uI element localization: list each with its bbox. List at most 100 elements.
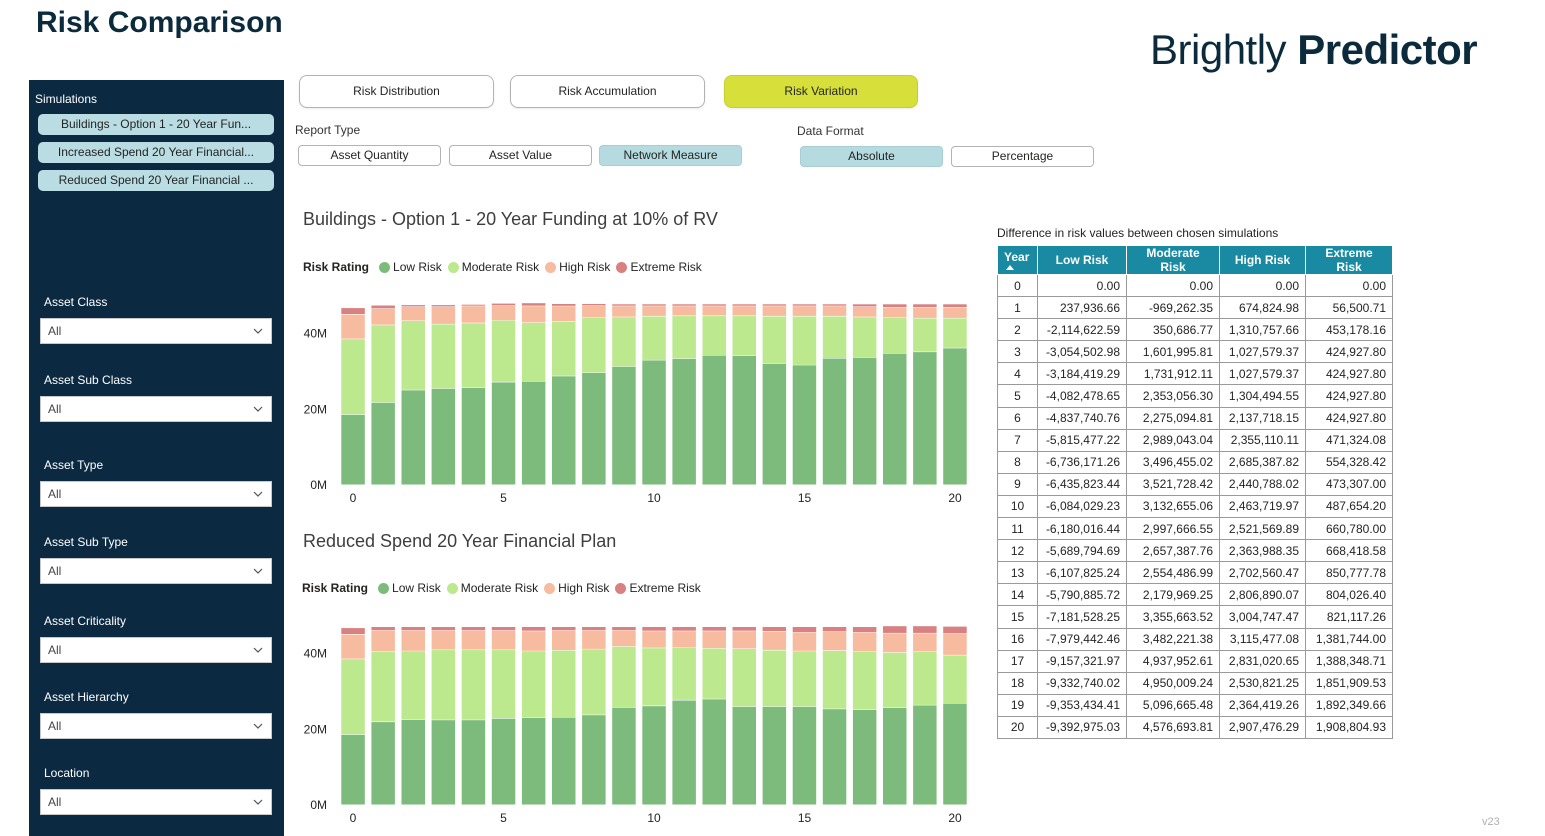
data-format-percentage-button[interactable]: Percentage bbox=[951, 146, 1094, 167]
high-risk-bar-segment[interactable] bbox=[552, 630, 576, 650]
extreme-risk-bar-segment[interactable] bbox=[491, 303, 516, 306]
low-risk-bar-segment[interactable] bbox=[852, 709, 877, 805]
extreme-risk-bar-segment[interactable] bbox=[913, 304, 937, 308]
simulation-item-2[interactable]: Increased Spend 20 Year Financial... bbox=[38, 142, 274, 163]
extreme-risk-bar-segment[interactable] bbox=[582, 627, 606, 631]
extreme-risk-bar-segment[interactable] bbox=[792, 627, 817, 633]
moderate-risk-bar-segment[interactable] bbox=[762, 316, 787, 364]
extreme-risk-bar-segment[interactable] bbox=[762, 304, 787, 306]
high-risk-bar-segment[interactable] bbox=[612, 306, 636, 317]
high-risk-bar-segment[interactable] bbox=[672, 306, 696, 316]
low-risk-bar-segment[interactable] bbox=[943, 348, 967, 485]
moderate-risk-bar-segment[interactable] bbox=[852, 317, 877, 358]
report-type-asset-value-button[interactable]: Asset Value bbox=[449, 145, 592, 166]
extreme-risk-bar-segment[interactable] bbox=[582, 304, 606, 306]
extreme-risk-bar-segment[interactable] bbox=[552, 304, 576, 306]
extreme-risk-bar-segment[interactable] bbox=[762, 627, 787, 631]
low-risk-bar-segment[interactable] bbox=[883, 353, 907, 485]
high-risk-bar-segment[interactable] bbox=[883, 307, 907, 318]
high-risk-bar-segment[interactable] bbox=[491, 305, 516, 321]
low-risk-bar-segment[interactable] bbox=[943, 703, 967, 805]
low-risk-bar-segment[interactable] bbox=[852, 357, 877, 485]
extreme-risk-bar-segment[interactable] bbox=[461, 627, 486, 631]
extreme-risk-bar-segment[interactable] bbox=[431, 305, 456, 307]
low-risk-bar-segment[interactable] bbox=[371, 402, 395, 485]
low-risk-bar-segment[interactable] bbox=[672, 700, 696, 805]
column-header-moderate-risk[interactable]: Moderate Risk bbox=[1126, 245, 1220, 275]
low-risk-bar-segment[interactable] bbox=[521, 381, 546, 485]
moderate-risk-bar-segment[interactable] bbox=[491, 320, 516, 382]
extreme-risk-bar-segment[interactable] bbox=[943, 626, 967, 634]
moderate-risk-bar-segment[interactable] bbox=[552, 321, 576, 376]
moderate-risk-bar-segment[interactable] bbox=[552, 650, 576, 718]
high-risk-bar-segment[interactable] bbox=[431, 307, 456, 324]
high-risk-bar-segment[interactable] bbox=[491, 630, 516, 650]
moderate-risk-bar-segment[interactable] bbox=[431, 650, 456, 720]
extreme-risk-bar-segment[interactable] bbox=[642, 304, 666, 306]
simulation-item-1[interactable]: Buildings - Option 1 - 20 Year Fun... bbox=[38, 114, 274, 135]
low-risk-bar-segment[interactable] bbox=[822, 709, 847, 805]
extreme-risk-bar-segment[interactable] bbox=[341, 308, 365, 314]
moderate-risk-bar-segment[interactable] bbox=[732, 316, 757, 356]
report-type-asset-quantity-button[interactable]: Asset Quantity bbox=[298, 145, 441, 166]
low-risk-bar-segment[interactable] bbox=[521, 717, 546, 805]
extreme-risk-bar-segment[interactable] bbox=[642, 627, 666, 631]
extreme-risk-bar-segment[interactable] bbox=[822, 304, 847, 306]
extreme-risk-bar-segment[interactable] bbox=[491, 627, 516, 631]
moderate-risk-bar-segment[interactable] bbox=[521, 322, 546, 382]
low-risk-bar-segment[interactable] bbox=[913, 352, 937, 485]
moderate-risk-bar-segment[interactable] bbox=[792, 651, 817, 707]
low-risk-bar-segment[interactable] bbox=[582, 372, 606, 485]
extreme-risk-bar-segment[interactable] bbox=[672, 304, 696, 306]
moderate-risk-bar-segment[interactable] bbox=[852, 652, 877, 710]
extreme-risk-bar-segment[interactable] bbox=[341, 628, 365, 634]
high-risk-bar-segment[interactable] bbox=[792, 632, 817, 651]
low-risk-bar-segment[interactable] bbox=[371, 722, 395, 805]
moderate-risk-bar-segment[interactable] bbox=[732, 649, 757, 707]
extreme-risk-bar-segment[interactable] bbox=[822, 627, 847, 632]
low-risk-bar-segment[interactable] bbox=[702, 355, 727, 485]
high-risk-bar-segment[interactable] bbox=[461, 630, 486, 650]
moderate-risk-bar-segment[interactable] bbox=[672, 647, 696, 700]
high-risk-bar-segment[interactable] bbox=[883, 633, 907, 653]
asset-criticality-dropdown[interactable]: All bbox=[40, 637, 272, 663]
high-risk-bar-segment[interactable] bbox=[582, 305, 606, 318]
moderate-risk-bar-segment[interactable] bbox=[401, 651, 426, 720]
low-risk-bar-segment[interactable] bbox=[431, 720, 456, 805]
asset-sub-type-dropdown[interactable]: All bbox=[40, 558, 272, 584]
low-risk-bar-segment[interactable] bbox=[642, 360, 666, 485]
moderate-risk-bar-segment[interactable] bbox=[702, 648, 727, 699]
legend-item-moderate[interactable]: Moderate Risk bbox=[447, 260, 539, 274]
column-header-low-risk[interactable]: Low Risk bbox=[1037, 245, 1127, 275]
moderate-risk-bar-segment[interactable] bbox=[672, 316, 696, 359]
high-risk-bar-segment[interactable] bbox=[702, 306, 727, 316]
high-risk-bar-segment[interactable] bbox=[913, 307, 937, 318]
low-risk-bar-segment[interactable] bbox=[642, 706, 666, 805]
moderate-risk-bar-segment[interactable] bbox=[883, 318, 907, 354]
moderate-risk-bar-segment[interactable] bbox=[642, 648, 666, 706]
moderate-risk-bar-segment[interactable] bbox=[822, 650, 847, 709]
moderate-risk-bar-segment[interactable] bbox=[582, 649, 606, 715]
low-risk-bar-segment[interactable] bbox=[582, 715, 606, 805]
low-risk-bar-segment[interactable] bbox=[401, 719, 426, 805]
extreme-risk-bar-segment[interactable] bbox=[431, 627, 456, 631]
low-risk-bar-segment[interactable] bbox=[732, 706, 757, 805]
legend-item-extreme[interactable]: Extreme Risk bbox=[616, 260, 702, 274]
tab-risk-accumulation[interactable]: Risk Accumulation bbox=[510, 75, 705, 108]
low-risk-bar-segment[interactable] bbox=[732, 355, 757, 485]
high-risk-bar-segment[interactable] bbox=[582, 630, 606, 649]
low-risk-bar-segment[interactable] bbox=[822, 358, 847, 485]
high-risk-bar-segment[interactable] bbox=[642, 306, 666, 316]
extreme-risk-bar-segment[interactable] bbox=[371, 305, 395, 309]
moderate-risk-bar-segment[interactable] bbox=[883, 652, 907, 708]
high-risk-bar-segment[interactable] bbox=[913, 633, 937, 652]
low-risk-bar-segment[interactable] bbox=[913, 705, 937, 805]
extreme-risk-bar-segment[interactable] bbox=[883, 304, 907, 308]
extreme-risk-bar-segment[interactable] bbox=[461, 304, 486, 306]
tab-risk-variation[interactable]: Risk Variation bbox=[724, 75, 918, 108]
high-risk-bar-segment[interactable] bbox=[341, 634, 365, 659]
column-header-extreme-risk[interactable]: Extreme Risk bbox=[1305, 245, 1393, 275]
moderate-risk-bar-segment[interactable] bbox=[612, 646, 636, 708]
moderate-risk-bar-segment[interactable] bbox=[521, 651, 546, 718]
extreme-risk-bar-segment[interactable] bbox=[702, 627, 727, 631]
